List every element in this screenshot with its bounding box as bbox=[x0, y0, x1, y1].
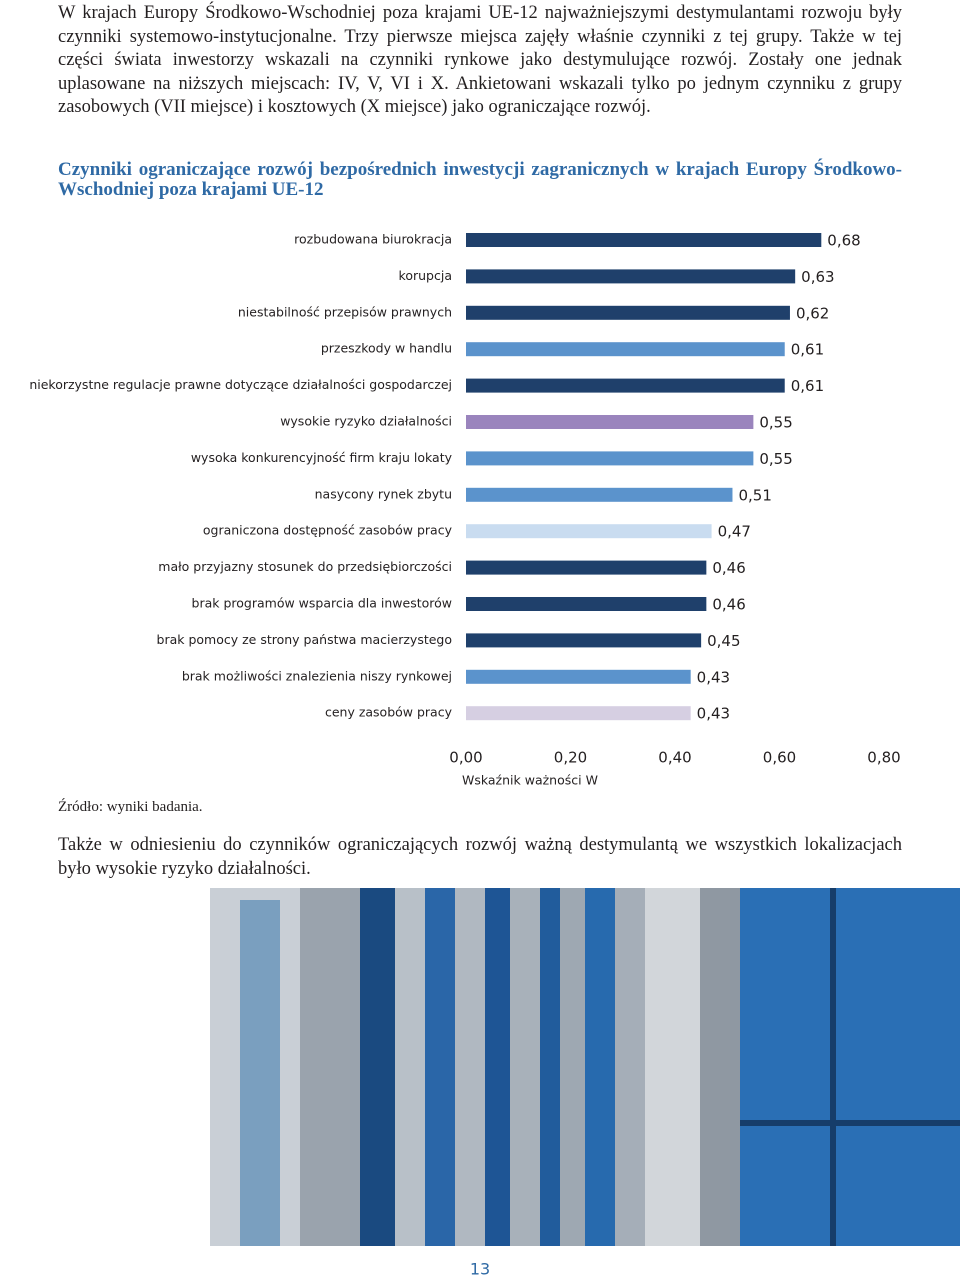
bar bbox=[466, 487, 733, 502]
bar bbox=[466, 560, 707, 575]
category-label: ceny zasobów pracy bbox=[325, 705, 453, 720]
value-label: 0,47 bbox=[718, 523, 751, 541]
bar bbox=[466, 633, 702, 648]
x-tick-label: 0,80 bbox=[867, 749, 900, 767]
value-label: 0,46 bbox=[712, 559, 745, 577]
category-label: brak możliwości znalezienia niszy rynkow… bbox=[182, 668, 452, 683]
x-tick-label: 0,00 bbox=[449, 749, 482, 767]
bar bbox=[466, 305, 790, 320]
category-label: brak pomocy ze strony państwa macierzyst… bbox=[157, 632, 452, 647]
value-label: 0,61 bbox=[791, 377, 824, 395]
value-label: 0,51 bbox=[738, 486, 771, 504]
value-label: 0,43 bbox=[697, 705, 730, 723]
paragraph: W krajach Europy Środkowo-Wschodniej poz… bbox=[58, 3, 902, 117]
bar bbox=[466, 451, 754, 466]
category-label: brak programów wsparcia dla inwestorów bbox=[192, 596, 452, 611]
category-label: niekorzystne regulacje prawne dotyczące … bbox=[29, 377, 452, 392]
bar bbox=[466, 269, 796, 284]
category-label: korupcja bbox=[399, 268, 452, 283]
bar bbox=[466, 524, 712, 539]
value-label: 0,61 bbox=[791, 341, 824, 359]
value-label: 0,46 bbox=[712, 596, 745, 614]
x-axis-label: Wskaźnik ważności W bbox=[462, 773, 598, 788]
x-tick-label: 0,60 bbox=[763, 749, 796, 767]
value-label: 0,55 bbox=[759, 450, 792, 468]
source: Źródło: wyniki badania. bbox=[58, 799, 203, 815]
value-label: 0,62 bbox=[796, 304, 829, 322]
page-number: 13 bbox=[470, 1260, 490, 1279]
paragraph: Także w odniesieniu do czynników ogranic… bbox=[58, 835, 902, 879]
bar bbox=[466, 415, 754, 429]
category-label: mało przyjazny stosunek do przedsiębiorc… bbox=[158, 559, 452, 574]
value-label: 0,43 bbox=[697, 668, 730, 686]
bar bbox=[466, 378, 785, 393]
category-label: niestabilność przepisów prawnych bbox=[238, 304, 452, 319]
bar bbox=[466, 233, 822, 247]
category-label: wysoka konkurencyjność firm kraju lokaty bbox=[191, 450, 453, 465]
bar bbox=[466, 669, 691, 684]
x-tick-label: 0,40 bbox=[658, 749, 691, 767]
category-label: przeszkody w handlu bbox=[321, 341, 452, 356]
category-label: nasycony rynek zbytu bbox=[315, 486, 452, 501]
x-tick-label: 0,20 bbox=[554, 749, 587, 767]
bar bbox=[466, 597, 707, 611]
photo bbox=[210, 888, 960, 1246]
value-label: 0,45 bbox=[707, 632, 740, 650]
category-label: wysokie ryzyko działalności bbox=[280, 414, 452, 429]
value-label: 0,63 bbox=[801, 268, 834, 286]
bar bbox=[466, 706, 691, 721]
chart-title: Czynniki ograniczające rozwój bezpośredn… bbox=[58, 159, 902, 200]
value-label: 0,55 bbox=[759, 414, 792, 432]
category-label: ograniczona dostępność zasobów pracy bbox=[203, 523, 453, 538]
bar bbox=[466, 342, 785, 357]
value-label: 0,68 bbox=[827, 232, 860, 250]
category-label: rozbudowana biurokracja bbox=[294, 232, 452, 247]
